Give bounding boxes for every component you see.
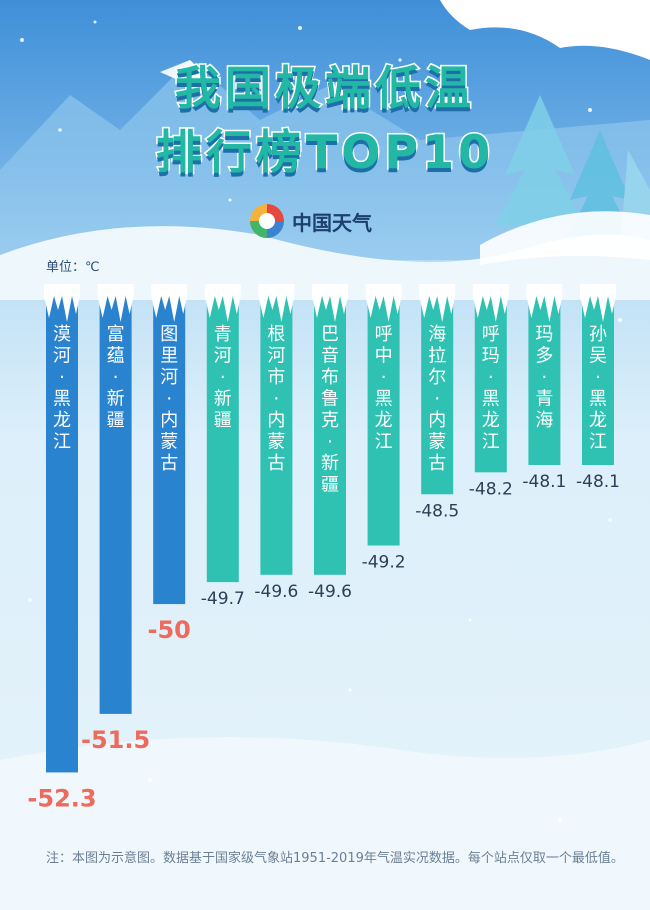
category-label: 图里河·内蒙古 — [160, 324, 178, 474]
bar-group: 玛多·青海 -48.1 — [522, 284, 566, 492]
bar-group: 富蕴·新疆 -51.5 — [81, 284, 150, 754]
value-label: -49.6 — [254, 582, 298, 602]
bar-group: 呼玛·黑龙江 -48.2 — [469, 284, 513, 499]
category-label: 呼中·黑龙江 — [375, 324, 393, 453]
bar-group: 呼中·黑龙江 -49.2 — [362, 284, 406, 573]
value-label: -49.7 — [201, 589, 245, 609]
category-label: 孙吴·黑龙江 — [589, 324, 607, 453]
category-label: 漠河·黑龙江 — [53, 324, 71, 453]
value-label: -51.5 — [81, 726, 150, 754]
bar — [153, 292, 186, 605]
icicle-icon — [312, 284, 348, 322]
category-label: 玛多·青海 — [535, 324, 553, 431]
bar — [421, 292, 454, 495]
category-label: 海拉尔·内蒙古 — [428, 324, 446, 474]
bar — [260, 292, 293, 575]
value-label: -48.1 — [576, 472, 620, 492]
icicle-icon — [258, 284, 295, 322]
chart-title-line2: 排行榜TOP10 — [154, 124, 495, 181]
bar — [474, 292, 507, 473]
unit-label: 单位：℃ — [46, 260, 100, 275]
category-label: 呼玛·黑龙江 — [482, 324, 500, 453]
bar-group: 根河市·内蒙古 -49.6 — [254, 284, 298, 602]
value-label: -48.1 — [522, 472, 566, 492]
value-label: -48.2 — [469, 479, 513, 499]
category-label: 巴音布鲁克·新疆 — [321, 324, 339, 496]
icicle-icon — [151, 284, 188, 322]
value-label: -49.6 — [308, 582, 352, 602]
category-label: 富蕴·新疆 — [107, 324, 125, 431]
icicle-icon — [472, 284, 509, 322]
bar — [46, 292, 78, 773]
logo-text: 中国天气 — [292, 210, 372, 235]
chart-title-line1: 我国极端低温 — [174, 60, 475, 117]
bar-group: 海拉尔·内蒙古 -48.5 — [415, 284, 459, 521]
bar — [206, 292, 239, 583]
category-label: 根河市·内蒙古 — [267, 324, 285, 474]
icicle-icon — [44, 284, 80, 322]
value-label: -49.2 — [362, 553, 406, 573]
category-label: 青河·新疆 — [214, 324, 232, 431]
icicle-icon — [204, 284, 241, 322]
weather-logo-icon — [250, 204, 284, 238]
icicle-icon — [97, 284, 134, 322]
icicle-icon — [526, 284, 563, 322]
footnote: 注：本图为示意图。数据基于国家级气象站1951-2019年气温实况数据。每个站点… — [46, 851, 624, 866]
value-label: -52.3 — [27, 784, 96, 812]
value-label: -50 — [148, 616, 191, 644]
bar-group: 青河·新疆 -49.7 — [201, 284, 245, 609]
bar — [528, 292, 561, 465]
icicle-icon — [580, 284, 616, 322]
bar-group: 图里河·内蒙古 -50 — [148, 284, 191, 644]
bar — [367, 292, 400, 546]
bar — [314, 292, 346, 575]
bar-group: 巴音布鲁克·新疆 -49.6 — [308, 284, 352, 602]
bar-group: 漠河·黑龙江 -52.3 — [27, 284, 97, 812]
bar — [582, 292, 614, 465]
icicle-icon — [419, 284, 456, 322]
bar-group: 孙吴·黑龙江 -48.1 — [576, 284, 620, 492]
icicle-icon — [365, 284, 402, 322]
brand-logo: 中国天气 — [248, 202, 372, 240]
value-label: -48.5 — [415, 501, 459, 521]
bar — [99, 292, 132, 714]
